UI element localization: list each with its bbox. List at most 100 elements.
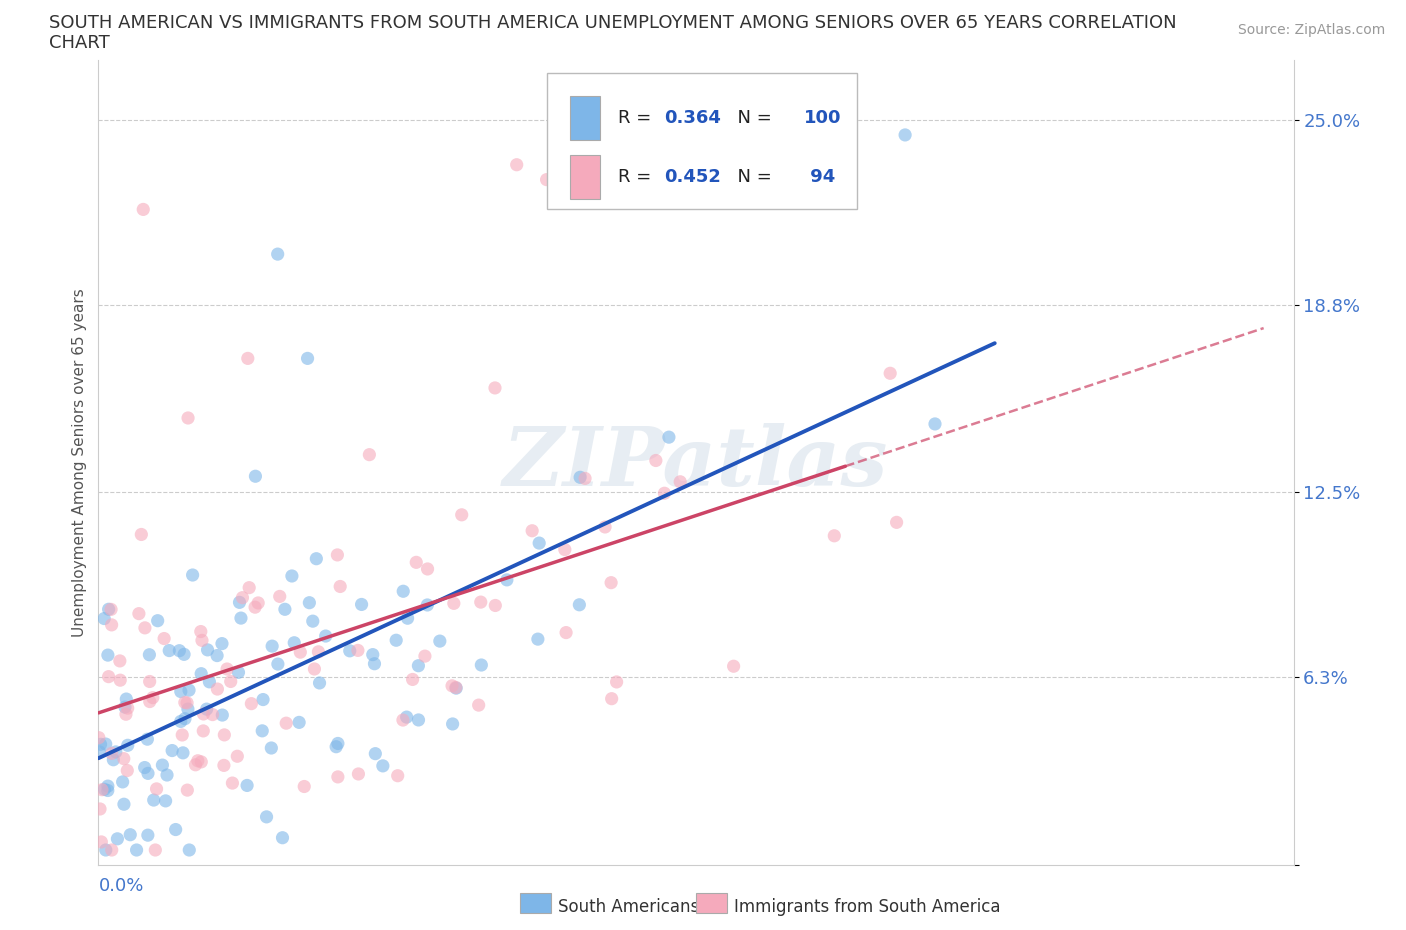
Point (177, 683, 200, 698)
Point (142, 792, 165, 807)
Point (114, 699, 136, 714)
Point (416, 562, 439, 577)
Text: 0.364: 0.364 (664, 109, 721, 126)
Point (177, 701, 200, 716)
Point (236, 778, 259, 793)
Point (97, 778, 120, 793)
Point (93, 782, 115, 797)
Point (274, 602, 297, 617)
Point (190, 666, 212, 681)
Point (484, 598, 506, 613)
Point (247, 595, 270, 610)
Point (484, 380, 506, 395)
Point (555, 625, 578, 640)
Point (103, 752, 125, 767)
Point (94, 737, 117, 751)
Point (401, 672, 423, 687)
Point (527, 536, 550, 551)
Point (574, 471, 596, 485)
Point (128, 606, 150, 621)
Point (190, 624, 212, 639)
Point (214, 727, 236, 742)
Point (117, 700, 139, 715)
Point (527, 631, 550, 646)
Point (600, 576, 623, 591)
Point (644, 453, 666, 468)
Y-axis label: Unemployment Among Seniors over 65 years: Unemployment Among Seniors over 65 years (72, 288, 87, 637)
Point (243, 600, 266, 615)
Point (120, 828, 142, 843)
Point (211, 708, 233, 723)
Point (198, 674, 221, 689)
Point (290, 644, 312, 659)
Point (136, 766, 159, 781)
Point (90, 834, 112, 849)
Point (117, 764, 139, 778)
Point (155, 793, 177, 808)
Point (444, 680, 467, 695)
Point (100, 843, 122, 857)
Text: 94: 94 (804, 168, 835, 186)
Point (593, 520, 616, 535)
Point (298, 595, 321, 610)
Point (152, 758, 174, 773)
Point (97, 647, 120, 662)
Point (179, 843, 201, 857)
Point (536, 172, 558, 187)
Point (470, 658, 492, 672)
Point (281, 568, 304, 583)
Point (115, 707, 138, 722)
Point (669, 474, 692, 489)
Point (385, 632, 408, 647)
Point (347, 643, 370, 658)
Point (115, 692, 138, 707)
Point (211, 636, 233, 651)
Point (658, 430, 681, 445)
Text: N =: N = (725, 109, 778, 126)
Point (219, 674, 242, 689)
Point (408, 658, 430, 673)
Point (138, 647, 160, 662)
Text: Source: ZipAtlas.com: Source: ZipAtlas.com (1237, 23, 1385, 37)
Point (173, 647, 195, 662)
Point (174, 711, 197, 726)
Point (221, 776, 243, 790)
Text: 0.0%: 0.0% (98, 877, 143, 895)
Point (256, 809, 278, 824)
Point (191, 633, 214, 648)
Point (392, 712, 415, 727)
Point (142, 690, 165, 705)
Point (201, 707, 224, 722)
Point (117, 737, 139, 752)
Point (396, 611, 419, 626)
Point (146, 613, 169, 628)
Point (506, 157, 529, 172)
Point (134, 620, 156, 635)
Point (496, 573, 519, 588)
Point (195, 702, 218, 717)
Point (371, 759, 394, 774)
Point (271, 830, 294, 845)
Point (292, 779, 315, 794)
Text: R =: R = (619, 109, 657, 126)
Point (444, 681, 467, 696)
Point (91, 782, 114, 797)
Point (283, 635, 305, 650)
Text: SOUTH AMERICAN VS IMMIGRANTS FROM SOUTH AMERICA UNEMPLOYMENT AMONG SENIORS OVER : SOUTH AMERICAN VS IMMIGRANTS FROM SOUTH … (49, 14, 1177, 32)
Point (326, 769, 349, 784)
Point (90, 737, 112, 751)
Point (288, 715, 311, 730)
Point (112, 751, 135, 766)
Point (111, 775, 134, 790)
Point (315, 629, 337, 644)
Point (823, 528, 845, 543)
Point (107, 831, 129, 846)
Point (226, 749, 249, 764)
Point (364, 746, 387, 761)
Point (176, 783, 198, 798)
Point (252, 692, 274, 707)
Point (173, 695, 195, 710)
Point (297, 351, 319, 365)
Point (160, 743, 183, 758)
Point (207, 682, 229, 697)
